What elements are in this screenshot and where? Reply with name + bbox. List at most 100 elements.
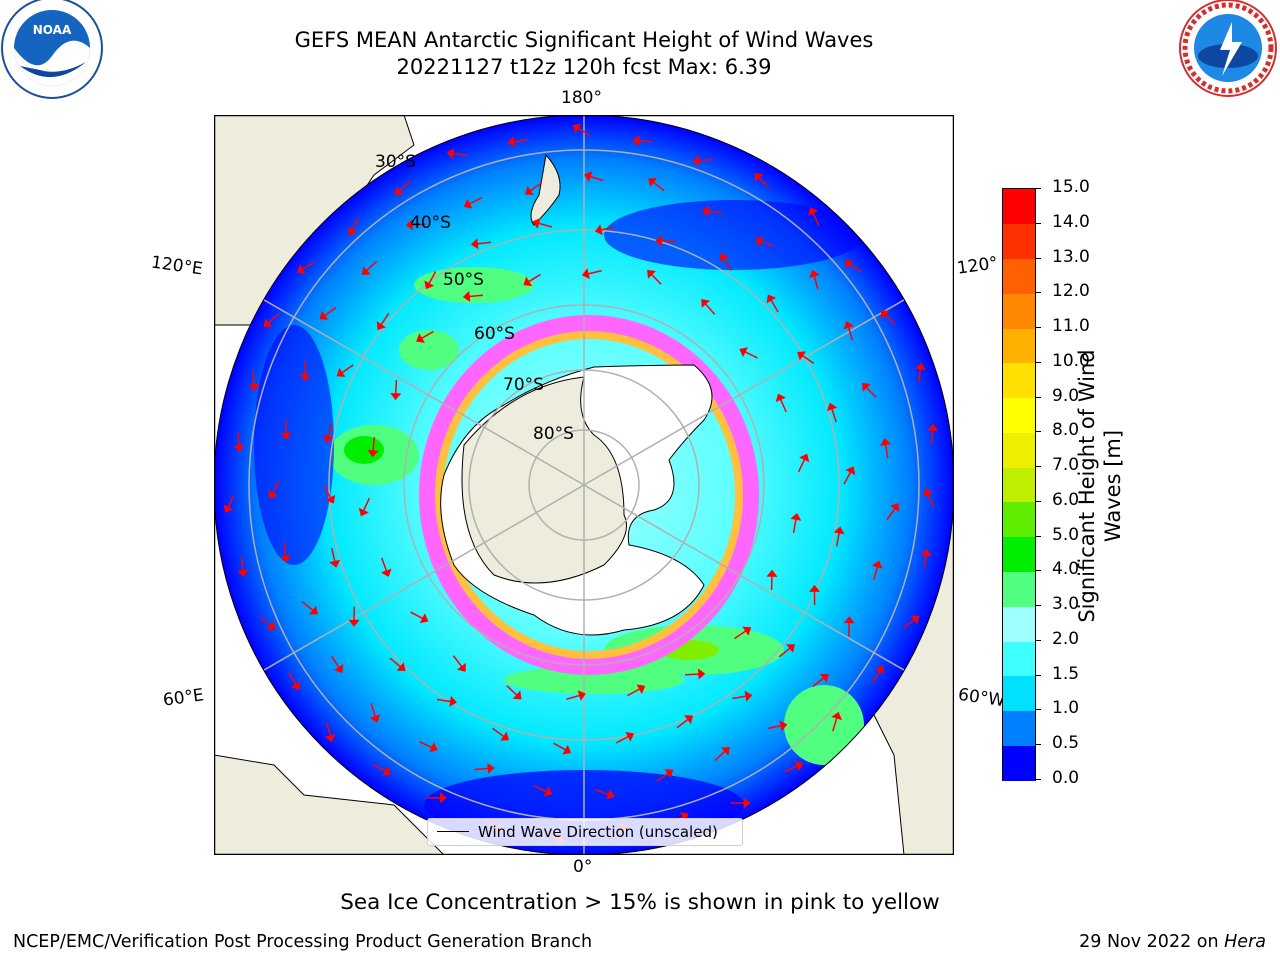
wave-direction-arrow (436, 698, 451, 703)
wave-direction-arrow (372, 437, 376, 452)
wave-direction-arrowhead (845, 466, 856, 476)
wave-direction-arrowhead (367, 449, 379, 458)
wave-direction-arrow (917, 368, 922, 383)
wave-direction-arrow (267, 313, 280, 324)
wave-patch (399, 330, 459, 370)
wave-direction-arrowhead (743, 797, 751, 809)
wave-direction-arrowhead (584, 171, 593, 182)
new-zealand-land (530, 153, 561, 226)
wave-direction-arrowhead (507, 136, 516, 148)
wave-direction-arrowhead (664, 769, 674, 779)
wave-direction-arrowhead (524, 185, 534, 196)
wave-direction-arrow (506, 685, 518, 696)
wave-direction-arrow (301, 261, 315, 271)
wave-direction-arrowhead (424, 280, 435, 290)
colorbar-segment (1003, 710, 1035, 746)
wave-direction-arrowhead (512, 690, 522, 700)
lon-label-120w: 120° (955, 253, 1000, 279)
wave-patch (784, 685, 864, 765)
wave-direction-arrow (792, 518, 797, 534)
wave-direction-arrowhead (843, 321, 854, 330)
wave-direction-arrow (513, 138, 528, 143)
wave-direction-arrow (287, 672, 297, 686)
wave-direction-arrowhead (754, 236, 764, 247)
wave-direction-arrow (351, 217, 359, 231)
colorbar-tick-mark (1035, 570, 1041, 572)
wave-direction-arrowhead (446, 147, 455, 160)
footer-credit: NCEP/EMC/Verification Post Processing Pr… (13, 932, 593, 952)
wave-direction-arrowhead (532, 218, 541, 229)
wave-direction-arrow (237, 432, 240, 447)
colorbar-tick-mark (1035, 779, 1041, 780)
wave-direction-arrowhead (358, 507, 369, 517)
colorbar-tick-mark (1035, 535, 1041, 537)
svg-text:NOAA: NOAA (33, 23, 72, 37)
lat-label-40s: 40°S (410, 213, 451, 233)
colorbar-title-line-2: Waves [m] (1101, 429, 1125, 543)
wave-direction-arrow (615, 735, 629, 744)
sea-ice-note: Sea Ice Concentration > 15% is shown in … (340, 890, 940, 915)
wave-direction-arrowhead (890, 503, 900, 513)
wave-direction-arrow (926, 493, 935, 507)
wave-direction-arrowhead (625, 731, 635, 742)
colorbar-tick-mark (1035, 674, 1041, 676)
wave-direction-arrowhead (390, 392, 402, 401)
colorbar-segment (1003, 467, 1035, 503)
colorbar-tick-label: 0.5 (1052, 733, 1080, 754)
colorbar-tick-label: 5.0 (1052, 524, 1080, 545)
colorbar-tick-mark (1035, 431, 1041, 433)
wave-direction-arrowhead (701, 299, 711, 308)
wave-direction-arrowhead (843, 616, 855, 624)
wave-direction-arrow (271, 480, 280, 494)
legend-label: Wind Wave Direction (unscaled) (478, 823, 718, 841)
wave-direction-arrow (373, 763, 387, 772)
wave-direction-arrowhead (572, 123, 582, 134)
wave-direction-arrowhead (871, 560, 883, 569)
wave-direction-arrow (707, 210, 722, 214)
wave-direction-arrow (323, 485, 332, 499)
wave-direction-arrow (847, 326, 854, 341)
lat-label-80s: 80°S (533, 424, 574, 444)
wave-direction-arrow (326, 722, 332, 737)
wave-direction-arrowhead (296, 264, 306, 274)
colorbar-tick-mark (1035, 744, 1041, 746)
wave-direction-arrow (452, 655, 463, 668)
wave-direction-arrowhead (463, 198, 473, 209)
colorbar-tick-label: 13.0 (1052, 246, 1090, 267)
wave-direction-arrow (389, 657, 402, 668)
wave-direction-arrow (760, 240, 774, 247)
colorbar-tick-mark (1035, 327, 1041, 329)
colorbar-title-line-1: Significant Height of Wind (1075, 349, 1099, 623)
footer-date-text: 29 Nov 2022 on (1079, 932, 1225, 952)
wave-direction-arrow (770, 299, 779, 313)
wave-direction-arrow (832, 717, 838, 732)
wave-direction-arrow (252, 371, 255, 386)
wave-direction-arrow (812, 677, 825, 688)
wave-direction-arrowhead (405, 219, 413, 231)
wave-direction-arrowhead (299, 374, 311, 382)
lat-label-50s: 50°S (443, 270, 484, 290)
wave-direction-arrow (784, 765, 798, 773)
wave-direction-arrowhead (754, 173, 764, 182)
wave-direction-arrow (259, 616, 272, 627)
wave-direction-arrowhead (429, 742, 438, 753)
colorbar-tick-mark (1035, 605, 1041, 607)
wave-direction-arrow (240, 556, 244, 572)
wave-direction-arrow (553, 742, 567, 751)
wave-direction-arrow (394, 379, 398, 395)
wave-direction-arrowhead (462, 290, 471, 302)
wave-direction-arrow (661, 240, 676, 243)
longitude-lines (214, 115, 954, 855)
wave-direction-arrowhead (826, 402, 838, 412)
wave-direction-arrow (849, 263, 862, 273)
map-legend: Wind Wave Direction (unscaled) (427, 818, 743, 846)
wave-direction-arrowhead (594, 224, 603, 236)
wave-direction-arrow (452, 152, 467, 157)
wave-direction-arrowhead (775, 393, 786, 403)
wave-patch (344, 436, 384, 464)
wave-direction-arrowhead (833, 526, 845, 535)
lon-label-60e: 60°E (161, 685, 206, 711)
wave-direction-arrowhead (831, 711, 842, 721)
wave-direction-arrowhead (797, 351, 807, 361)
wave-direction-arrow (872, 670, 881, 684)
